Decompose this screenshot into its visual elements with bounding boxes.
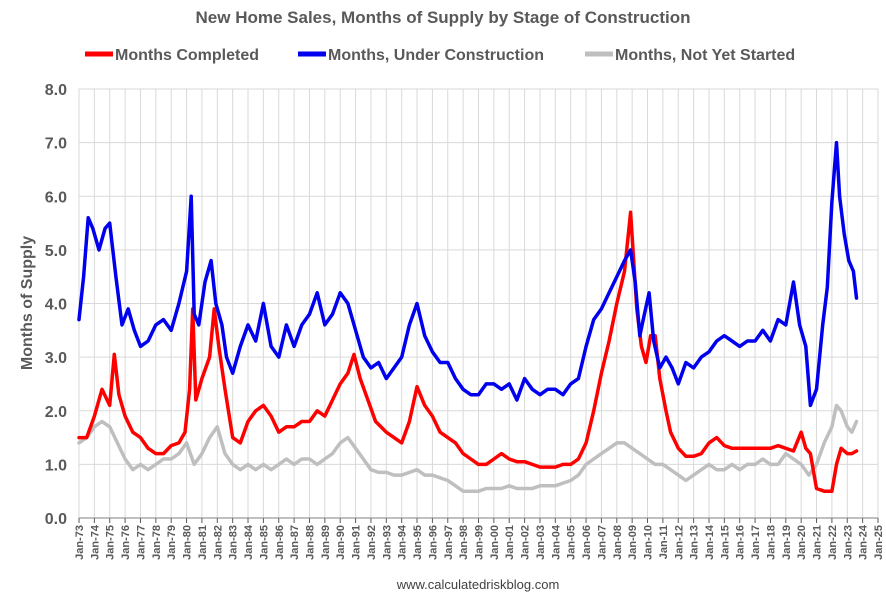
- x-tick-label: Jan-17: [750, 525, 762, 560]
- x-tick-label: Jan-22: [827, 525, 839, 560]
- y-tick-label: 8.0: [45, 82, 67, 99]
- legend-label-completed: Months Completed: [115, 47, 259, 64]
- x-tick-label: Jan-76: [120, 525, 132, 560]
- x-tick-label: Jan-93: [381, 525, 393, 560]
- x-tick-label: Jan-96: [427, 525, 439, 560]
- x-tick-label: Jan-01: [504, 525, 516, 560]
- y-axis-label: Months of Supply: [19, 236, 36, 370]
- gridlines: [78, 88, 879, 519]
- x-tick-label: Jan-18: [765, 525, 777, 560]
- x-tick-label: Jan-99: [474, 525, 486, 560]
- y-tick-label: 0.0: [45, 511, 67, 528]
- x-tick-label: Jan-12: [673, 525, 685, 560]
- x-tick-label: Jan-85: [258, 525, 270, 560]
- x-tick-label: Jan-91: [351, 525, 363, 560]
- series-line-months-completed: [77, 210, 859, 493]
- x-tick-label: Jan-11: [658, 525, 670, 559]
- plot-series: [77, 140, 859, 493]
- x-tick-label: Jan-19: [781, 525, 793, 560]
- x-tick-label: Jan-04: [550, 524, 562, 560]
- y-tick-label: 1.0: [45, 457, 67, 474]
- x-tick-label: Jan-25: [873, 525, 885, 560]
- x-tick-label: Jan-20: [796, 525, 808, 560]
- legend-item-not-yet-started: Months, Not Yet Started: [585, 47, 795, 64]
- x-tick-label: Jan-94: [397, 524, 409, 560]
- x-tick-label: Jan-75: [105, 525, 117, 560]
- x-tick-label: Jan-79: [166, 525, 178, 560]
- y-axis-ticks: 0.0 1.0 2.0 3.0 4.0 5.0 6.0 7.0 8.0: [45, 82, 67, 528]
- x-tick-label: Jan-80: [182, 525, 194, 560]
- x-tick-label: Jan-78: [151, 525, 163, 560]
- x-tick-label: Jan-87: [289, 525, 301, 560]
- x-tick-label: Jan-23: [842, 525, 854, 560]
- x-axis-ticks: Jan-73 Jan-74 Jan-75 Jan-76 Jan-77 Jan-78 Jan-…: [74, 518, 885, 560]
- x-tick-label: Jan-88: [304, 525, 316, 560]
- source-credit: www.calculatedriskblog.com: [396, 577, 560, 592]
- x-tick-label: Jan-95: [412, 525, 424, 560]
- x-tick-label: Jan-13: [689, 525, 701, 560]
- x-tick-label: Jan-05: [566, 525, 578, 560]
- y-tick-label: 7.0: [45, 136, 67, 153]
- series-line-not-yet-started: [77, 403, 859, 493]
- legend-label-not-yet-started: Months, Not Yet Started: [615, 47, 795, 64]
- x-tick-label: Jan-06: [581, 525, 593, 560]
- x-tick-label: Jan-03: [535, 525, 547, 560]
- x-tick-label: Jan-77: [135, 525, 147, 560]
- x-tick-label: Jan-10: [643, 525, 655, 560]
- chart-title: New Home Sales, Months of Supply by Stag…: [196, 8, 691, 27]
- y-tick-label: 6.0: [45, 189, 67, 206]
- x-tick-label: Jan-90: [335, 525, 347, 560]
- x-tick-label: Jan-09: [627, 525, 639, 560]
- x-tick-label: Jan-89: [320, 525, 332, 560]
- x-tick-label: Jan-14: [704, 524, 716, 560]
- y-tick-label: 2.0: [45, 404, 67, 421]
- x-tick-label: Jan-82: [212, 525, 224, 560]
- x-tick-label: Jan-74: [89, 524, 101, 560]
- x-tick-label: Jan-16: [735, 525, 747, 560]
- x-tick-label: Jan-97: [443, 525, 455, 560]
- x-tick-label: Jan-98: [458, 525, 470, 560]
- x-tick-label: Jan-81: [197, 525, 209, 560]
- x-tick-label: Jan-84: [243, 524, 255, 560]
- y-tick-label: 3.0: [45, 350, 67, 367]
- legend-label-under-construction: Months, Under Construction: [328, 47, 544, 64]
- y-tick-label: 4.0: [45, 297, 67, 314]
- x-tick-label: Jan-08: [612, 525, 624, 560]
- x-tick-label: Jan-02: [520, 525, 532, 560]
- legend: Months Completed Months, Under Construct…: [85, 47, 795, 64]
- x-tick-label: Jan-15: [719, 525, 731, 560]
- series-line-under-construction: [77, 140, 859, 408]
- x-tick-label: Jan-83: [228, 525, 240, 560]
- legend-item-completed: Months Completed: [85, 47, 259, 64]
- x-tick-label: Jan-21: [812, 525, 824, 560]
- x-tick-label: Jan-00: [489, 525, 501, 560]
- x-tick-label: Jan-86: [274, 525, 286, 560]
- y-tick-label: 5.0: [45, 243, 67, 260]
- x-tick-label: Jan-73: [74, 525, 86, 560]
- legend-item-under-construction: Months, Under Construction: [298, 47, 544, 64]
- x-tick-label: Jan-92: [366, 525, 378, 560]
- x-tick-label: Jan-24: [858, 524, 870, 560]
- x-tick-label: Jan-07: [596, 525, 608, 560]
